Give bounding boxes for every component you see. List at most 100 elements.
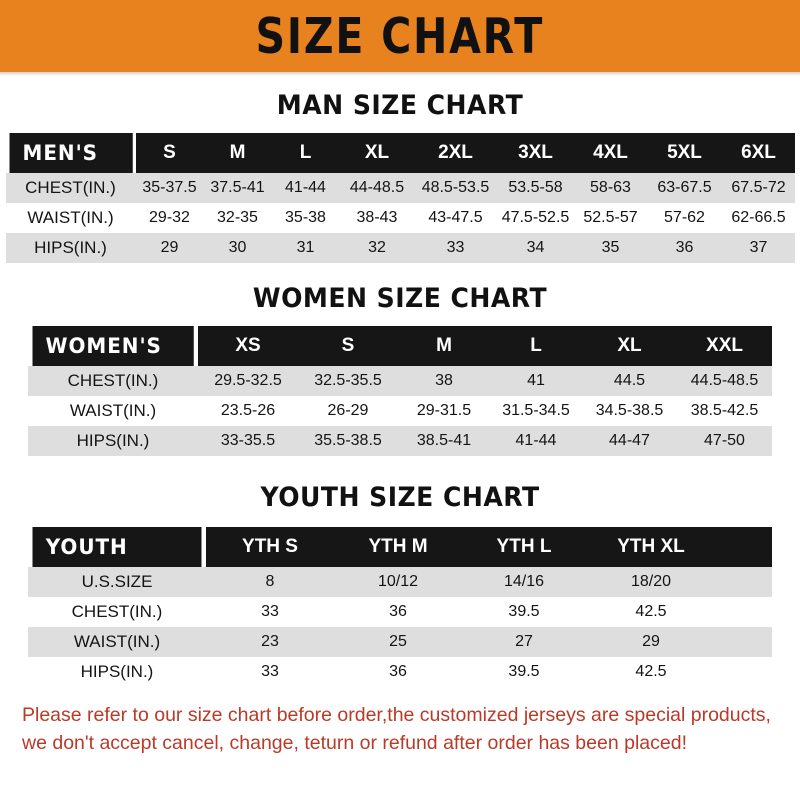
cell: 41-44	[490, 426, 582, 456]
men-row-label-header: MEN'S	[8, 133, 133, 173]
women-size-header: L	[490, 326, 582, 366]
cell: 35-37.5	[135, 173, 204, 203]
row-label: CHEST(IN.)	[28, 597, 206, 627]
cell: 67.5-72	[722, 173, 795, 203]
youth-size-header: YTH S	[206, 527, 334, 567]
youth-header-row: YOUTH YTH S YTH M YTH L YTH XL	[28, 527, 772, 567]
cell: 36	[334, 657, 462, 687]
table-row: WAIST(IN.) 29-32 32-35 35-38 38-43 43-47…	[5, 203, 795, 233]
cell: 52.5-57	[574, 203, 647, 233]
cell-empty	[716, 627, 772, 657]
cell: 58-63	[574, 173, 647, 203]
cell: 53.5-58	[496, 173, 575, 203]
men-size-header: 4XL	[574, 133, 647, 173]
women-size-header: XXL	[677, 326, 772, 366]
footer-line-2: we don't accept cancel, change, teturn o…	[22, 732, 687, 754]
women-row-label-header: WOMEN'S	[32, 326, 194, 366]
cell: 33-35.5	[198, 426, 298, 456]
table-row: U.S.SIZE 8 10/12 14/16 18/20	[28, 567, 772, 597]
cell: 29-32	[135, 203, 204, 233]
women-size-header: XL	[582, 326, 677, 366]
cell: 8	[206, 567, 334, 597]
cell: 31.5-34.5	[490, 396, 582, 426]
page-banner: SIZE CHART	[0, 0, 800, 76]
cell-empty	[716, 567, 772, 597]
women-size-header: XS	[198, 326, 298, 366]
cell: 38-43	[339, 203, 415, 233]
cell: 33	[414, 233, 497, 263]
cell: 27	[462, 627, 586, 657]
table-row: HIPS(IN.) 33 36 39.5 42.5	[28, 657, 772, 687]
men-size-header: L	[271, 133, 340, 173]
women-section-title: WOMEN SIZE CHART	[252, 283, 548, 314]
women-size-table: WOMEN'S XS S M L XL XXL CHEST(IN.) 29.5-…	[28, 326, 772, 456]
men-header-row: MEN'S S M L XL 2XL 3XL 4XL 5XL 6XL	[6, 133, 795, 173]
row-label: WAIST(IN.)	[28, 627, 206, 657]
cell: 35-38	[271, 203, 340, 233]
cell: 29-31.5	[398, 396, 490, 426]
youth-section-title: YOUTH SIZE CHART	[260, 482, 540, 513]
spacer	[0, 314, 800, 326]
cell: 35	[574, 233, 647, 263]
cell: 32-35	[203, 203, 272, 233]
cell: 63-67.5	[646, 173, 723, 203]
cell: 39.5	[462, 657, 586, 687]
cell: 31	[271, 233, 340, 263]
spacer	[0, 513, 800, 527]
banner-title: SIZE CHART	[255, 7, 545, 65]
youth-size-header: YTH M	[334, 527, 462, 567]
cell: 23	[206, 627, 334, 657]
spacer	[0, 263, 800, 283]
cell: 32	[339, 233, 415, 263]
cell: 36	[646, 233, 723, 263]
women-header-row: WOMEN'S XS S M L XL XXL	[28, 326, 772, 366]
spacer	[0, 456, 800, 482]
spacer	[0, 687, 800, 701]
men-size-header: 6XL	[722, 133, 795, 173]
cell: 29.5-32.5	[198, 366, 298, 396]
cell: 30	[203, 233, 272, 263]
cell: 32.5-35.5	[298, 366, 398, 396]
men-size-header: M	[203, 133, 272, 173]
row-label: WAIST(IN.)	[5, 203, 136, 233]
men-size-header: 3XL	[496, 133, 575, 173]
women-size-header: S	[298, 326, 398, 366]
row-label: HIPS(IN.)	[28, 426, 198, 456]
cell: 18/20	[586, 567, 716, 597]
table-row: WAIST(IN.) 23.5-26 26-29 29-31.5 31.5-34…	[28, 396, 772, 426]
cell: 47.5-52.5	[496, 203, 575, 233]
cell: 57-62	[646, 203, 723, 233]
spacer	[0, 121, 800, 133]
table-row: HIPS(IN.) 29 30 31 32 33 34 35 36 37	[5, 233, 795, 263]
cell: 41-44	[271, 173, 340, 203]
cell: 37	[722, 233, 795, 263]
table-row: HIPS(IN.) 33-35.5 35.5-38.5 38.5-41 41-4…	[28, 426, 772, 456]
cell: 25	[334, 627, 462, 657]
table-row: CHEST(IN.) 33 36 39.5 42.5	[28, 597, 772, 627]
cell: 29	[586, 627, 716, 657]
women-size-header: M	[398, 326, 490, 366]
cell: 39.5	[462, 597, 586, 627]
row-label: HIPS(IN.)	[28, 657, 206, 687]
cell: 47-50	[677, 426, 772, 456]
footer-line-1: Please refer to our size chart before or…	[22, 704, 771, 726]
cell: 23.5-26	[198, 396, 298, 426]
table-row: CHEST(IN.) 29.5-32.5 32.5-35.5 38 41 44.…	[28, 366, 772, 396]
cell: 48.5-53.5	[414, 173, 497, 203]
cell: 62-66.5	[722, 203, 795, 233]
men-section-title: MAN SIZE CHART	[276, 90, 524, 121]
cell: 14/16	[462, 567, 586, 597]
cell: 42.5	[586, 597, 716, 627]
cell: 38.5-42.5	[677, 396, 772, 426]
youth-size-table: YOUTH YTH S YTH M YTH L YTH XL U.S.SIZE …	[28, 527, 772, 687]
men-size-header: S	[135, 133, 204, 173]
cell: 44.5-48.5	[677, 366, 772, 396]
footer-disclaimer: Please refer to our size chart before or…	[22, 701, 778, 757]
men-size-header: 2XL	[414, 133, 497, 173]
cell: 42.5	[586, 657, 716, 687]
men-size-table: MEN'S S M L XL 2XL 3XL 4XL 5XL 6XL CHEST…	[5, 133, 795, 263]
youth-size-header: YTH L	[462, 527, 586, 567]
cell: 33	[206, 597, 334, 627]
cell: 29	[135, 233, 204, 263]
